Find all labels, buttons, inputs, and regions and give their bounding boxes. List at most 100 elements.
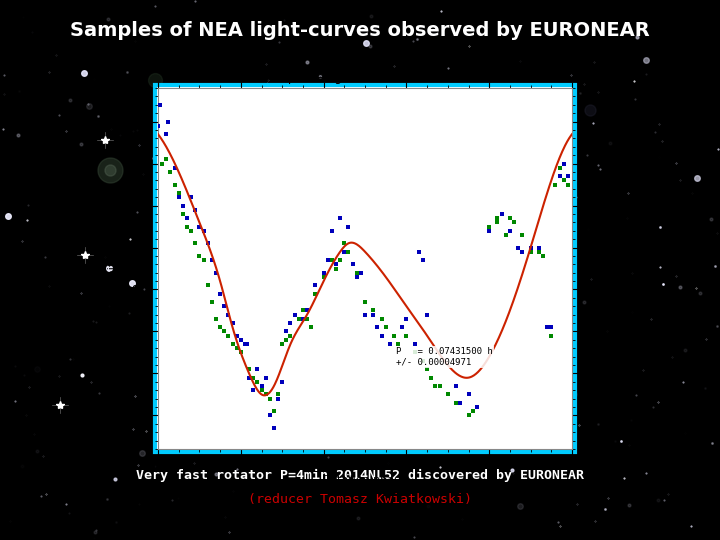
Point [372,323,383,332]
Point [231,332,243,340]
Point [330,260,342,268]
Point [533,243,544,252]
Point [500,231,511,239]
Point [194,252,205,260]
Point [251,365,263,374]
Point [227,340,238,348]
Point [326,226,338,235]
Point [189,205,201,214]
Point [483,226,495,235]
Point [417,356,428,365]
Point [450,399,462,407]
Point [260,390,271,399]
Point [442,390,454,399]
Point [516,247,528,256]
Point [168,164,180,172]
Point [268,407,279,416]
Point [367,306,379,315]
Point [504,214,516,222]
Point [256,382,267,390]
Point [376,332,387,340]
Point [284,319,296,327]
Point [558,176,570,185]
Point [421,365,433,374]
Point [338,239,350,248]
Point [463,411,474,420]
Point [525,247,536,256]
Point [289,310,300,319]
Point [380,323,392,332]
Point [206,256,217,265]
Point [181,214,193,222]
Point [177,201,189,210]
Point [235,348,246,357]
Point [562,172,574,180]
Point [541,323,553,332]
Point [409,340,420,348]
Point [210,268,222,277]
Point [248,373,259,382]
Point [554,164,565,172]
Point [400,315,412,323]
Point [198,226,210,235]
Point [241,340,253,348]
Point [293,315,305,323]
Point [525,243,536,252]
Point [297,315,309,323]
Point [251,377,263,386]
Title: Composite lightcurve of 2014 NL52: Composite lightcurve of 2014 NL52 [261,71,469,84]
Point [450,382,462,390]
Point [206,298,217,306]
Point [177,210,189,218]
Point [400,332,412,340]
Point [264,411,276,420]
Point [310,281,321,289]
Point [185,226,197,235]
Point [305,323,317,332]
Point [161,130,172,138]
Point [562,180,574,189]
Point [185,193,197,201]
Point [471,403,482,411]
Point [276,377,288,386]
Point [388,332,400,340]
Point [330,264,342,273]
Point [222,332,234,340]
Point [433,382,445,390]
Point [413,247,425,256]
Point [239,340,251,348]
Point [281,327,292,336]
Point [235,335,246,344]
Point [318,268,329,277]
Point [537,252,549,260]
Point [334,256,346,265]
Point [533,247,544,256]
Point [243,365,255,374]
Point [343,222,354,231]
Point [442,390,454,399]
Point [504,226,516,235]
Point [516,231,528,239]
Text: (reducer Tomasz Kwiatkowski): (reducer Tomasz Kwiatkowski) [248,494,472,507]
Point [243,373,255,382]
Point [264,394,276,403]
Point [463,390,474,399]
Point [334,214,346,222]
Point [355,268,366,277]
Point [384,340,395,348]
Point [218,302,230,310]
Point [496,210,508,218]
Point [168,180,180,189]
Point [326,256,338,265]
Y-axis label: Magnitude: Magnitude [107,239,117,298]
Point [297,306,309,315]
Point [165,167,176,176]
Point [202,281,213,289]
Point [388,332,400,340]
Point [546,332,557,340]
Point [163,117,174,126]
Point [426,373,437,382]
Point [173,188,184,197]
Point [351,268,362,277]
Bar [155,85,575,452]
